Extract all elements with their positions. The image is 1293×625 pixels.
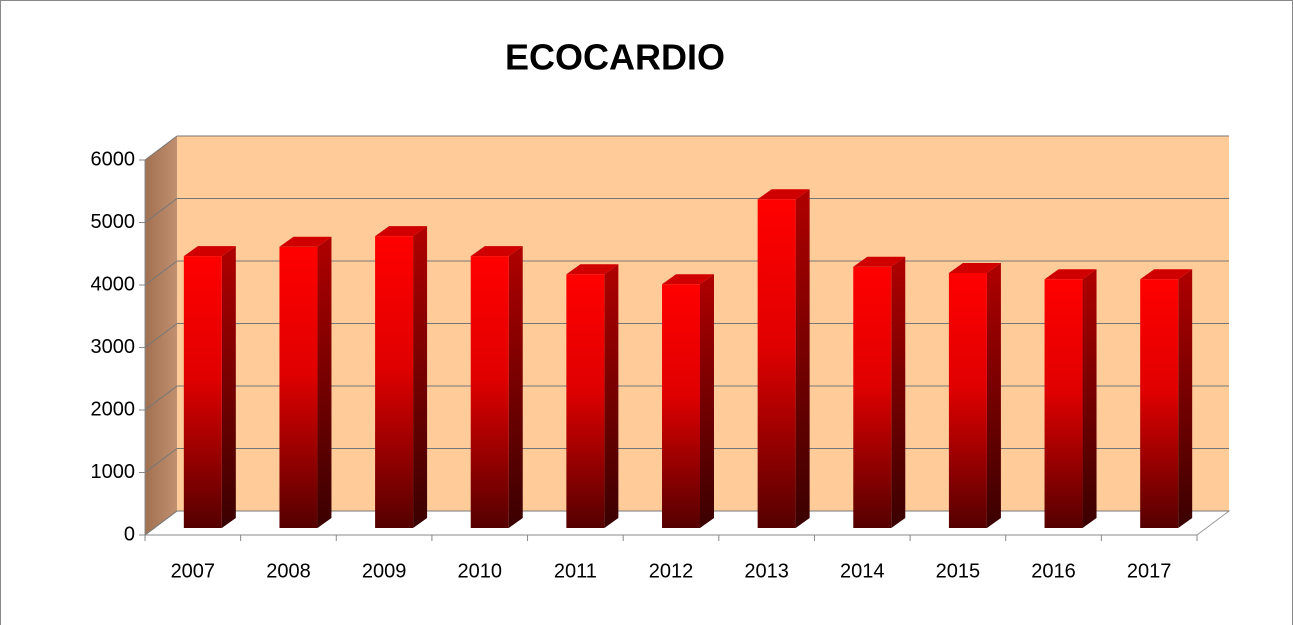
bar-top	[375, 226, 428, 237]
bar-side	[508, 246, 523, 528]
bar-side	[700, 274, 714, 528]
bar-side	[413, 226, 428, 528]
bar	[470, 256, 509, 528]
bar	[279, 246, 318, 528]
bar	[1044, 279, 1083, 528]
bar-side	[1178, 269, 1193, 528]
x-tick-label: 2015	[936, 560, 981, 582]
x-tick-label: 2007	[171, 560, 216, 582]
bar	[566, 274, 605, 528]
x-tick-label: 2009	[362, 560, 407, 582]
chart-title: ECOCARDIO	[505, 37, 725, 78]
bar	[948, 273, 987, 528]
y-tick-label: 1000	[91, 461, 136, 483]
x-tick-label: 2011	[554, 560, 597, 582]
grid-line	[144, 323, 178, 348]
grid-line	[144, 135, 178, 161]
bar	[1140, 279, 1179, 528]
bar-top	[1140, 269, 1193, 280]
bar-top	[853, 256, 906, 267]
bar-side	[317, 236, 332, 528]
grid-line	[144, 510, 178, 536]
grid-line	[144, 198, 178, 223]
bar-top	[470, 246, 523, 257]
y-tick-label: 3000	[91, 336, 136, 358]
y-tick-label: 0	[124, 523, 135, 545]
grid-line	[144, 260, 178, 286]
x-tick-label: 2014	[840, 560, 885, 582]
bar-top	[757, 189, 810, 200]
x-tick-label: 2017	[1127, 560, 1172, 582]
bar-top	[948, 263, 1001, 273]
x-tick-label: 2008	[266, 560, 311, 582]
bar	[757, 199, 796, 528]
bar-side	[1082, 269, 1097, 528]
grid-line	[144, 448, 178, 473]
bar-side	[604, 264, 619, 528]
bar-top	[1044, 269, 1097, 280]
x-tick-label: 2016	[1031, 560, 1076, 582]
bar-top	[183, 246, 236, 257]
bar-side	[986, 263, 1001, 528]
bar-side	[221, 246, 236, 528]
grid-line	[144, 385, 178, 411]
y-tick-label: 6000	[91, 148, 136, 170]
bar	[183, 256, 222, 528]
bar-side	[795, 189, 810, 528]
bar-top	[566, 264, 619, 275]
bar	[375, 236, 414, 528]
y-tick-label: 2000	[91, 398, 136, 420]
bar	[853, 266, 892, 528]
x-tick-label: 2012	[649, 560, 694, 582]
x-tick-label: 2013	[744, 560, 789, 582]
bar-top	[279, 236, 332, 247]
bar-top	[662, 274, 714, 285]
x-tick-label: 2010	[457, 560, 502, 582]
y-tick-label: 5000	[91, 211, 136, 233]
bar	[662, 284, 700, 528]
bar-side	[891, 256, 906, 528]
y-tick-label: 4000	[91, 273, 136, 295]
